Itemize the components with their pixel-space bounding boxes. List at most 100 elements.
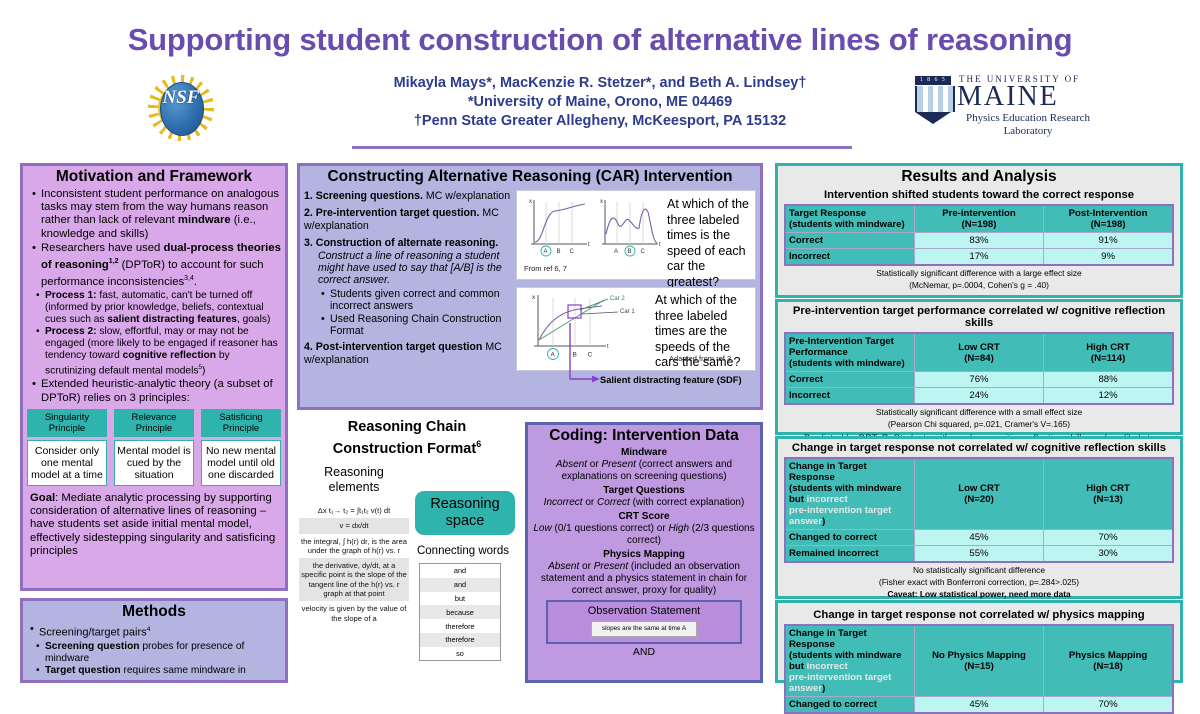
methods-bullet-1-sup: 4 (146, 626, 151, 633)
poster-root: Supporting student construction of alter… (0, 0, 1200, 675)
position-graph-pair-icon: x t A B C x t A B C (529, 199, 661, 257)
coding-and-label: AND (632, 645, 656, 658)
car-step-3: 3. Construction of alternate reasoning. … (304, 237, 516, 337)
author-line-1: Mikayla Mays*, MacKenzie R. Stetzer*, an… (393, 75, 807, 91)
table-header-row: Target Response (students with mindware)… (784, 204, 1174, 233)
table-4-col0-line1: Change in Target Response (789, 628, 867, 650)
table-3-col0-line3-hl: pre-intervention target answer (789, 505, 892, 527)
connecting-words-list[interactable]: and and but because therefore therefore … (419, 563, 501, 662)
table-1-row2-val1: 17% (913, 248, 1045, 266)
reasoning-elements-heading-1: Reasoning (324, 465, 384, 479)
principle-chip-row: Singularity Principle Relevance Principl… (27, 408, 281, 437)
table-row: Correct 83% 91% (784, 232, 1174, 249)
table-1-col1-line1: Pre-intervention (942, 208, 1016, 219)
methods-sub-1-text: probes for presence of mindware (45, 640, 245, 664)
table-1-row1-label: Correct (784, 232, 915, 249)
coding-g2-i2: Correct (597, 497, 630, 508)
rccf-title-sup: 6 (476, 439, 482, 449)
results-1-note-1: Statistically significant difference wit… (876, 268, 1082, 278)
table-header-row: Pre-Intervention Target Performance (stu… (784, 332, 1174, 372)
connecting-word-1[interactable]: and (453, 566, 467, 576)
results-table-3: Change in Target Response (students with… (784, 457, 1174, 563)
principle-desc-row: Consider only one mental model at a time… (27, 439, 281, 486)
coding-group-1-heading: Mindware (620, 447, 668, 458)
table-1-col0-line2: (students with mindware) (789, 219, 905, 230)
results-panel-4: Change in target response not correlated… (775, 600, 1183, 714)
connecting-word-3[interactable]: but (454, 593, 466, 603)
reasoning-element-1[interactable]: Δx t₁→ t₂ = ∫t₁t₂ v(t) dt (317, 506, 391, 515)
car-steps: 1. Screening questions. MC w/explanation… (304, 190, 516, 366)
table-4-col0-line3-hl: pre-intervention target answer (789, 672, 892, 694)
table-4-col2-line1: Physics Mapping (1068, 650, 1148, 661)
connecting-word-6[interactable]: therefore (420, 632, 500, 647)
car-step-2-bold: Pre-intervention target question. (315, 207, 480, 220)
table-3-col2-header: High CRT (N=13) (1043, 457, 1174, 530)
principle-desc-singularity: Consider only one mental model at a time (27, 439, 107, 486)
reasoning-element-2[interactable]: v = dx/dt (299, 518, 409, 534)
table-row: Correct 76% 88% (784, 371, 1174, 388)
table-3-col0-line3-tail: ) (822, 516, 826, 527)
svg-text:A: A (614, 249, 618, 255)
table-4-col2-line2: (N=18) (1093, 661, 1123, 672)
table-3-row2-val2: 30% (1043, 545, 1174, 563)
table-2-row2-val1: 24% (913, 387, 1045, 405)
table-2-row1-val2: 88% (1043, 371, 1174, 388)
coding-g3-i1: Low (533, 523, 552, 534)
umaine-tagline: THE UNIVERSITY OF (959, 74, 1081, 84)
svg-text:Car 1: Car 1 (620, 309, 635, 315)
table-3-col0-line3: pre-intervention target answer) (789, 505, 911, 527)
table-1-col0-line1: Target Response (789, 208, 867, 219)
results-1-note-2: (McNemar, p=.0004, Cohen's g = .40) (909, 280, 1049, 290)
coding-g4-i2: Present (593, 561, 629, 572)
umaine-wordmark: MAINE (957, 81, 1059, 112)
process-2-tail2: ) (201, 365, 206, 377)
connecting-word-7[interactable]: so (456, 649, 464, 659)
svg-text:A: A (551, 352, 556, 359)
results-2-note-1: Statistically significant difference wit… (875, 407, 1083, 417)
methods-bullet-list: Screening/target pairs4 (23, 623, 285, 640)
results-3-note-3: Caveat: Low statistical power, need more… (887, 589, 1071, 599)
reasoning-element-4[interactable]: the derivative, dy/dt, at a specific poi… (299, 558, 409, 602)
motivation-b2-sup2: 3,4 (184, 274, 194, 282)
table-1-col2-header: Post-Intervention (N=198) (1043, 204, 1174, 233)
reasoning-elements-list[interactable]: Δx t₁→ t₂ = ∫t₁t₂ v(t) dt v = dx/dt the … (299, 503, 409, 626)
table-row: Incorrect 17% 9% (784, 248, 1174, 266)
connecting-word-4[interactable]: because (420, 605, 500, 620)
umaine-shield-point (915, 112, 951, 124)
table-3-row1-val2: 70% (1043, 529, 1174, 546)
table-4-col0-line2-pre: (students with mindware but (789, 650, 902, 672)
coding-g1-mid: or (587, 459, 602, 470)
process-1-bold: salient distracting features (107, 313, 237, 325)
connecting-word-5[interactable]: therefore (445, 621, 475, 631)
reasoning-space-line-2: space (445, 513, 485, 529)
reasoning-space-box[interactable]: Reasoning space (415, 491, 515, 535)
table-row: Incorrect 24% 12% (784, 387, 1174, 405)
methods-panel: Methods Screening/target pairs4 Screenin… (20, 598, 288, 683)
table-4-row1-label: Changed to correct (784, 696, 915, 714)
process-1-text: fast, automatic, can't be turned off (in… (45, 289, 264, 325)
car-step-3-bold: Construction of alternate reasoning. (315, 237, 499, 250)
connecting-word-2[interactable]: and (420, 577, 500, 592)
umaine-shield-icon: 1 8 6 5 (915, 76, 955, 124)
process-1-tail: , goals) (236, 313, 271, 325)
table-row: Remained incorrect 55% 30% (784, 545, 1174, 563)
table-4-col0-line3-tail: ) (822, 683, 826, 694)
table-3-row2-label: Remained incorrect (784, 545, 915, 563)
umaine-stripe-2 (933, 86, 938, 112)
reasoning-element-5[interactable]: velocity is given by the value of the sl… (301, 604, 407, 623)
nsf-logo-text: NSF (162, 87, 200, 108)
table-3-col1-header: Low CRT (N=20) (913, 457, 1045, 530)
process-2-item: Process 2: slow, effortful, may or may n… (36, 326, 283, 377)
coding-g1-i1: Absent (555, 459, 588, 470)
reasoning-element-3[interactable]: the integral, ∫ h(r) dr, is the area und… (301, 536, 407, 555)
table-2-col0-header: Pre-Intervention Target Performance (stu… (784, 332, 915, 372)
umaine-stripe-3 (943, 86, 948, 112)
car-step-4: 4. Post-intervention target question MC … (304, 341, 516, 366)
motivation-panel: Motivation and Framework Inconsistent st… (20, 163, 288, 591)
car-figure-card-2: x t A B C Car 2 Car 1 At which of the thr… (516, 287, 756, 371)
process-1-label: Process 1: (45, 289, 97, 301)
table-header-row: Change in Target Response (students with… (784, 457, 1174, 530)
table-4-col0-highlight: incorrect (806, 661, 848, 672)
coding-groups: Mindware Absent or Present (correct answ… (528, 447, 760, 597)
